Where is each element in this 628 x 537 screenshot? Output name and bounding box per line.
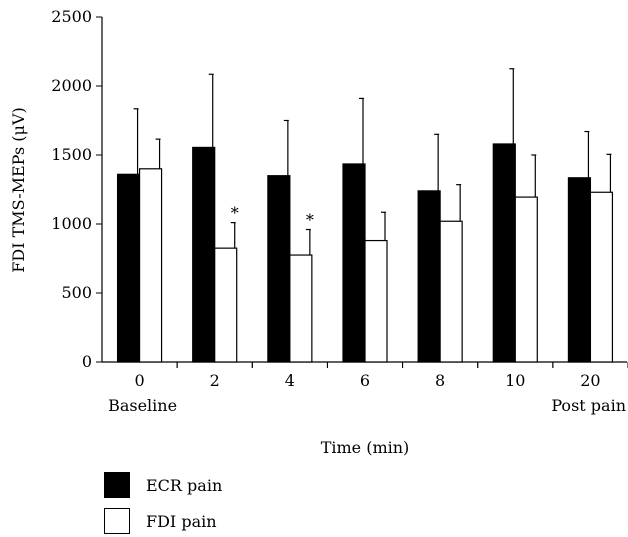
bar-fdi-pain bbox=[364, 239, 388, 363]
bar-fdi-pain bbox=[439, 220, 463, 363]
x-tick-label: 20 bbox=[580, 371, 600, 390]
x-tick-label: 6 bbox=[360, 371, 370, 390]
bars: * * bbox=[116, 68, 614, 363]
bar-ecr-pain bbox=[567, 177, 592, 363]
x-tick-label: 10 bbox=[505, 371, 525, 390]
bar-ecr-pain bbox=[417, 190, 441, 363]
x-axis: 0 2 4 6 8 10 20 Baseline Post pain bbox=[102, 361, 628, 415]
y-tick-label: 500 bbox=[61, 283, 92, 302]
y-axis-label: FDI TMS-MEPs (μV) bbox=[9, 107, 28, 272]
legend-label-fdi: FDI pain bbox=[146, 511, 217, 531]
x-tick-label: 0 bbox=[134, 371, 144, 390]
x-tick-label: 4 bbox=[285, 371, 295, 390]
y-axis: 0 500 1000 1500 2000 2500 bbox=[51, 7, 103, 371]
x-sublabel-baseline: Baseline bbox=[108, 396, 177, 415]
significance-marker: * bbox=[231, 204, 239, 223]
bar-ecr-pain bbox=[342, 163, 366, 363]
y-tick-label: 2000 bbox=[51, 76, 92, 95]
y-tick-label: 1000 bbox=[51, 214, 92, 233]
legend-swatch-ecr bbox=[104, 472, 130, 498]
x-sublabel-post-pain: Post pain bbox=[551, 396, 626, 415]
x-axis-label: Time (min) bbox=[321, 438, 410, 457]
bar-fdi-pain bbox=[214, 247, 238, 363]
legend-item-fdi: FDI pain bbox=[104, 508, 217, 534]
bar-ecr-pain bbox=[192, 146, 216, 363]
bar-fdi-pain bbox=[514, 196, 538, 363]
bar-ecr-pain bbox=[267, 175, 291, 363]
significance-marker: * bbox=[306, 211, 314, 230]
legend-label-ecr: ECR pain bbox=[146, 475, 223, 495]
bar-ecr-pain bbox=[116, 173, 141, 363]
legend-swatch-fdi bbox=[104, 508, 130, 534]
y-tick-label: 1500 bbox=[51, 145, 92, 164]
bar-fdi-pain bbox=[138, 168, 163, 363]
bar-fdi-pain bbox=[589, 191, 614, 363]
legend-item-ecr: ECR pain bbox=[104, 472, 222, 498]
x-tick-label: 8 bbox=[435, 371, 445, 390]
bar-ecr-pain bbox=[492, 143, 516, 363]
bar-fdi-pain bbox=[289, 254, 313, 363]
y-tick-label: 0 bbox=[82, 352, 92, 371]
y-tick-label: 2500 bbox=[51, 7, 92, 26]
x-tick-label: 2 bbox=[210, 371, 220, 390]
